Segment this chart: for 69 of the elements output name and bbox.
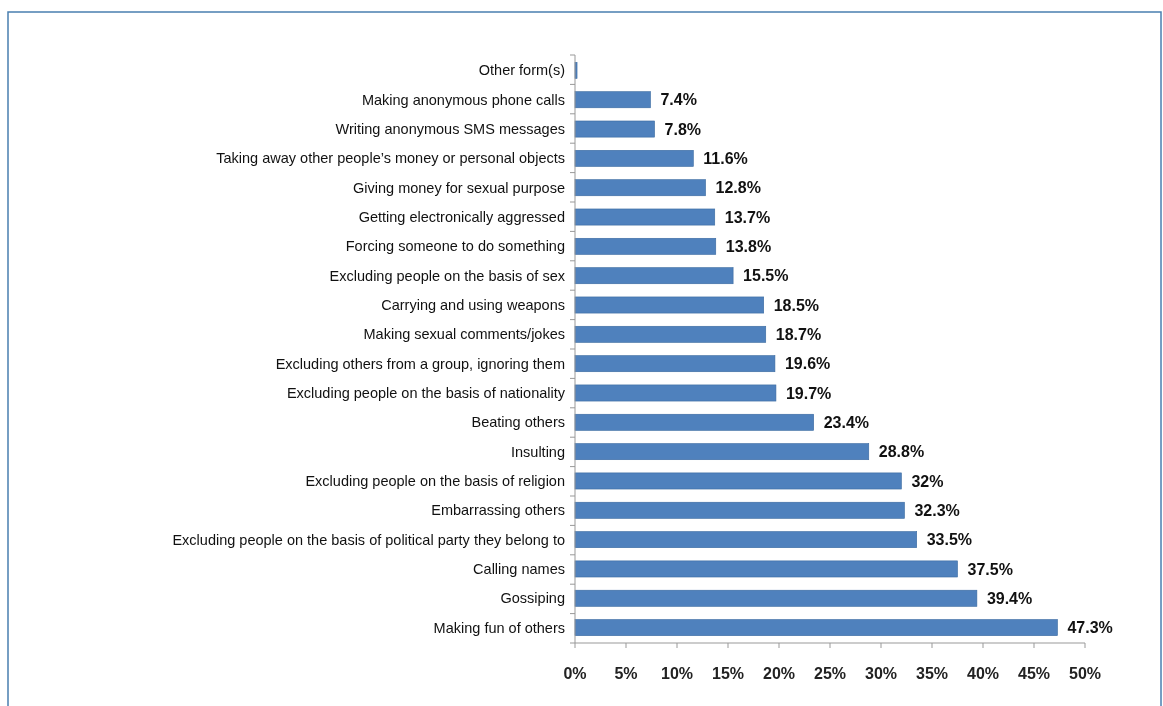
y-tick-label: Making fun of others: [433, 619, 565, 636]
data-label: 28.8%: [878, 443, 925, 461]
x-tick-label: 45%: [1017, 665, 1051, 682]
bar: [574, 150, 694, 167]
y-tick-label: Excluding others from a group, ignoring them: [275, 355, 565, 372]
bar: [574, 325, 767, 343]
y-tick-label: Carrying and using weapons: [381, 297, 565, 314]
data-label: 47.3%: [1067, 619, 1113, 637]
bar: [574, 91, 651, 109]
x-tick-label: 40%: [966, 665, 1000, 682]
data-label: 39.4%: [986, 589, 1033, 607]
y-tick-label: Making anonymous phone calls: [361, 91, 565, 108]
bar: [574, 443, 870, 461]
y-tick-label: Beating others: [471, 414, 565, 431]
x-tick-label: 10%: [660, 665, 694, 682]
bar: [574, 413, 814, 431]
y-tick-label: Calling names: [473, 561, 565, 578]
bar: [574, 560, 958, 578]
data-label: 19.6%: [784, 355, 831, 373]
y-tick-label: Taking away other people’s money or personal objects: [216, 150, 565, 167]
x-tick-label: 15%: [711, 665, 745, 682]
bar: [574, 120, 655, 138]
y-tick-label: Embarrassing others: [431, 502, 565, 519]
bar: [574, 619, 1058, 636]
data-label: 32.3%: [914, 501, 960, 519]
bar: [574, 384, 777, 402]
y-tick-label: Writing anonymous SMS messages: [335, 121, 565, 138]
y-tick-label: Giving money for sexual purpose: [353, 179, 565, 196]
data-label: 7.4%: [660, 91, 697, 109]
bar: [574, 267, 734, 285]
y-tick-label: Insulting: [510, 443, 565, 460]
data-label: 13.7%: [724, 208, 771, 226]
bar: [574, 355, 776, 373]
data-label: 33.5%: [926, 531, 973, 549]
data-label: 37.5%: [967, 560, 1013, 578]
y-tick-label: Excluding people on the basis of sex: [329, 267, 566, 284]
x-tick-label: 0%: [563, 665, 587, 682]
data-label: 15.5%: [743, 267, 789, 285]
bar: [574, 179, 706, 197]
data-label: 32%: [911, 472, 944, 490]
bar: [574, 237, 717, 255]
x-tick-label: 25%: [813, 665, 847, 682]
y-tick-label: Other form(s): [478, 62, 565, 79]
bar: [574, 531, 917, 548]
x-tick-label: 20%: [762, 665, 796, 682]
data-label: 12.8%: [715, 179, 761, 197]
y-tick-label: Gossiping: [500, 590, 565, 607]
x-tick-label: 30%: [864, 665, 898, 682]
x-tick-label: 5%: [614, 665, 638, 682]
y-tick-label: Making sexual comments/jokes: [363, 326, 565, 343]
y-tick-label: Forcing someone to do something: [345, 238, 565, 255]
x-tick-label: 50%: [1068, 665, 1102, 682]
bar: [574, 472, 902, 490]
bar: [574, 589, 978, 607]
data-label: 18.5%: [773, 296, 820, 314]
bar: [574, 296, 764, 314]
data-label: 13.8%: [725, 237, 772, 255]
y-tick-label: Excluding people on the basis of religion: [305, 473, 565, 490]
x-tick-label: 35%: [915, 665, 949, 682]
bar: [574, 501, 905, 519]
y-tick-label: Getting electronically aggressed: [358, 209, 565, 226]
data-label: 7.8%: [664, 120, 702, 138]
data-label: 23.4%: [823, 413, 870, 431]
data-label: 18.7%: [775, 325, 822, 343]
data-label: 19.7%: [785, 384, 832, 402]
bar: [574, 208, 716, 226]
y-tick-label: Excluding people on the basis of political party they belong to: [172, 531, 565, 548]
y-tick-label: Excluding people on the basis of nationality: [286, 385, 566, 402]
data-label: 11.6%: [703, 149, 748, 167]
